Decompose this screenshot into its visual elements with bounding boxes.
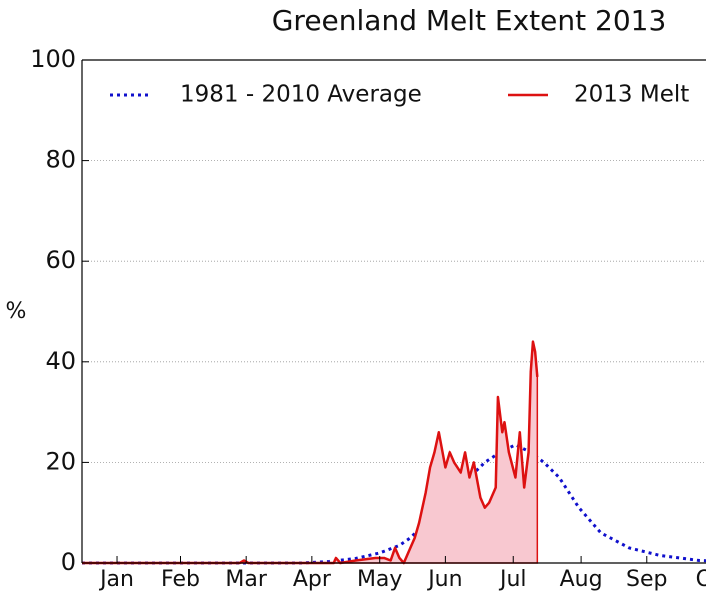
x-tick-label: May	[357, 567, 402, 592]
x-tick-label: Oct	[696, 567, 706, 592]
x-tick-label: Mar	[225, 567, 267, 592]
y-tick-label: 0	[61, 548, 76, 576]
x-tick-label: Apr	[293, 567, 332, 592]
x-tick-label: Jan	[98, 567, 134, 592]
y-tick-label: 40	[45, 347, 76, 375]
series-line	[82, 340, 539, 565]
area	[82, 341, 539, 565]
x-tick-label: Aug	[560, 567, 603, 592]
x-tick-label: Jun	[426, 567, 462, 592]
plot-area	[82, 340, 706, 565]
y-tick-label: 80	[45, 146, 76, 174]
x-tick-label: Jul	[498, 567, 527, 592]
axes: 0 20 40 60 80 100 Jan Feb Mar Apr May Jun Jul Aug Sep O…	[30, 45, 706, 592]
chart-title: Greenland Melt Extent 2013	[272, 4, 667, 37]
legend-label: 1981 - 2010 Average	[180, 82, 422, 108]
y-axis-label: %	[6, 299, 27, 324]
legend: 1981 - 2010 Average 2013 Melt	[110, 82, 689, 108]
series-line	[82, 443, 706, 565]
x-tick-label: Sep	[626, 567, 667, 592]
grid	[82, 59, 706, 564]
y-tick-label: 100	[30, 45, 76, 73]
y-tick-label: 20	[45, 447, 76, 475]
x-tick-label: Feb	[161, 567, 200, 592]
legend-label: 2013 Melt	[574, 82, 689, 108]
y-tick-label: 60	[45, 246, 76, 274]
